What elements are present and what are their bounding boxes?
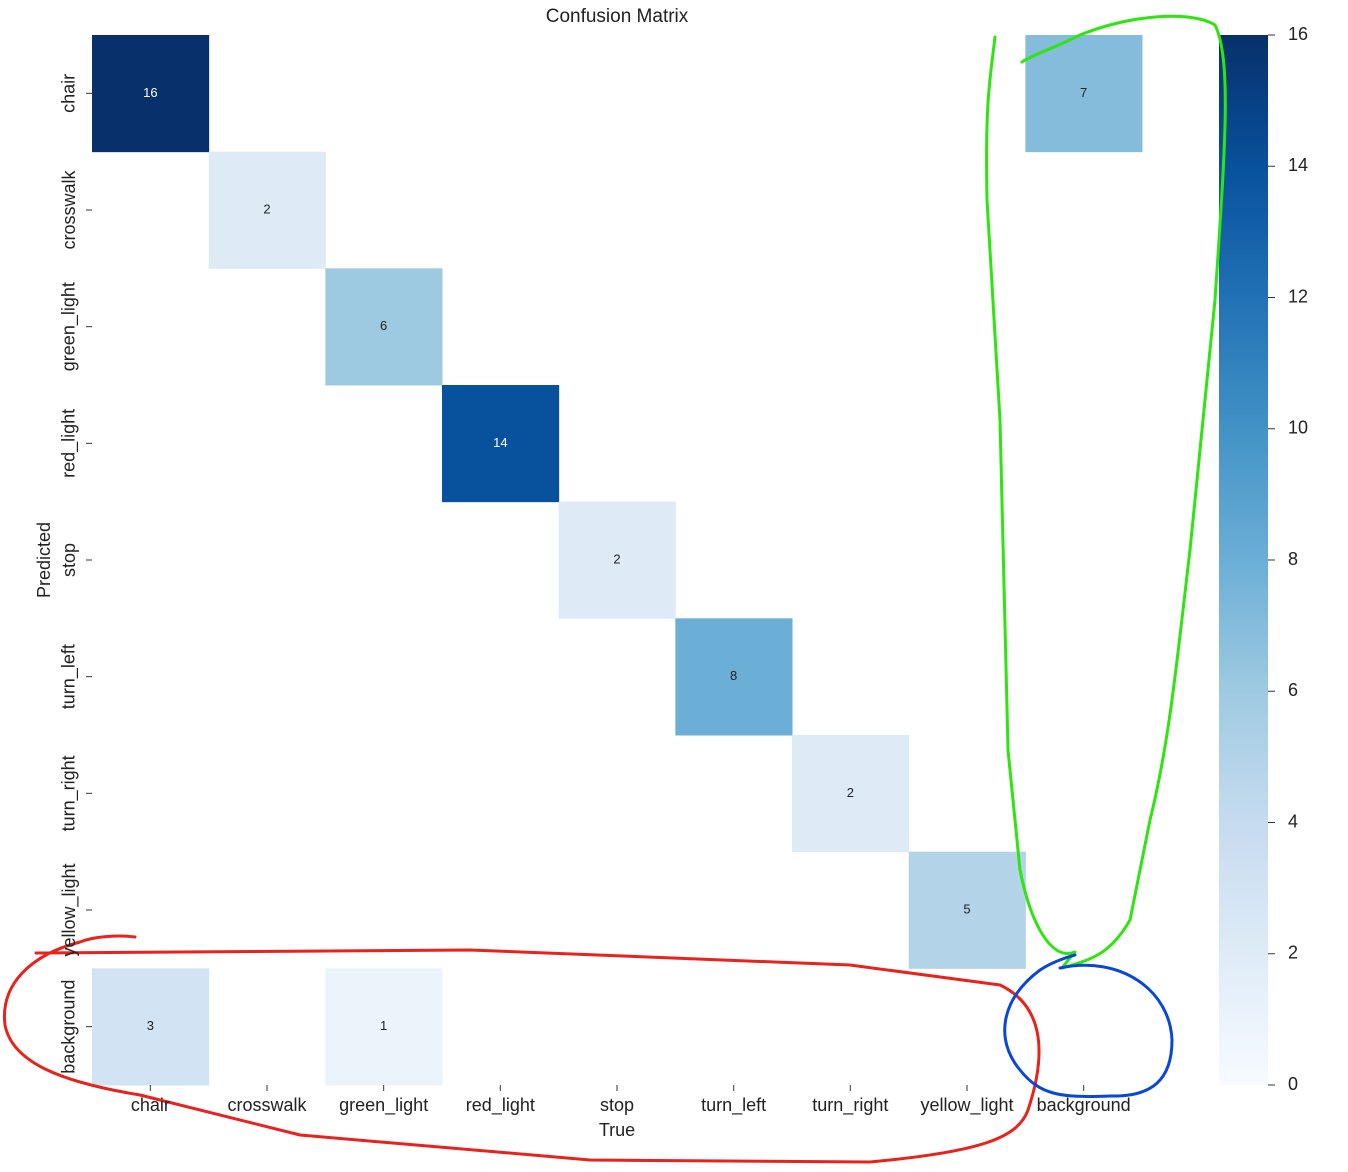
cell-label: 1 — [380, 1018, 387, 1033]
x-tick-label: crosswalk — [227, 1095, 307, 1115]
y-axis-label: Predicted — [34, 522, 54, 598]
cell-label: 14 — [493, 435, 507, 450]
colorbar-tick-label: 8 — [1288, 549, 1298, 569]
colorbar-tick-label: 10 — [1288, 418, 1308, 438]
colorbar-tick-label: 2 — [1288, 943, 1298, 963]
cell — [442, 385, 560, 503]
cell — [92, 35, 210, 153]
colorbar-tick-label: 14 — [1288, 155, 1308, 175]
colorbar-tick-label: 4 — [1288, 811, 1298, 831]
x-tick-label: yellow_light — [920, 1095, 1013, 1116]
y-tick-label: turn_left — [59, 644, 80, 709]
x-tick-label: turn_right — [812, 1095, 888, 1116]
y-tick-label: green_light — [59, 282, 80, 371]
x-tick-label: stop — [600, 1095, 634, 1115]
y-tick-label: chair — [59, 74, 79, 113]
x-tick-label: chair — [131, 1095, 170, 1115]
cell — [208, 151, 326, 269]
cell-label: 3 — [147, 1018, 154, 1033]
x-tick-label: turn_left — [701, 1095, 766, 1116]
x-tick-label: green_light — [339, 1095, 428, 1116]
cell-label: 2 — [613, 551, 620, 566]
y-tick-label: stop — [59, 543, 79, 577]
y-tick-label: background — [59, 980, 79, 1074]
green-annotation — [985, 14, 1227, 970]
cell — [908, 851, 1026, 969]
cell — [92, 968, 210, 1086]
colorbar-tick-label: 16 — [1288, 24, 1308, 44]
cell — [792, 735, 910, 853]
y-tick-label: red_light — [59, 409, 80, 478]
x-tick-label: red_light — [466, 1095, 535, 1116]
colorbar-tick-label: 6 — [1288, 680, 1298, 700]
cell-label: 8 — [730, 668, 737, 683]
y-tick-label: turn_right — [59, 755, 80, 831]
cell — [325, 268, 443, 386]
cell — [675, 618, 793, 736]
cell-label: 2 — [263, 201, 270, 216]
colorbar-tick-label: 0 — [1288, 1074, 1298, 1094]
colorbar: 0 2 4 6 8 10 12 14 16 — [1219, 24, 1308, 1094]
y-tick-label: crosswalk — [59, 169, 79, 249]
blue-annotation — [1003, 953, 1174, 1098]
x-tick-label: background — [1037, 1095, 1131, 1115]
cell-label: 5 — [963, 901, 970, 916]
cell — [1025, 35, 1143, 153]
cell — [325, 968, 443, 1086]
cell-label: 16 — [143, 85, 157, 100]
colorbar-tick-label: 12 — [1288, 286, 1308, 306]
cell-label: 6 — [380, 318, 387, 333]
cell — [558, 501, 676, 619]
colorbar-gradient — [1219, 35, 1268, 1085]
red-annotation — [2, 934, 1041, 1164]
y-tick-label: yellow_light — [59, 863, 80, 956]
x-axis-label: True — [599, 1120, 635, 1140]
annotations — [2, 14, 1227, 1164]
cell-label: 2 — [847, 785, 854, 800]
chart-title: Confusion Matrix — [546, 6, 689, 27]
cell-label: 7 — [1080, 85, 1087, 100]
